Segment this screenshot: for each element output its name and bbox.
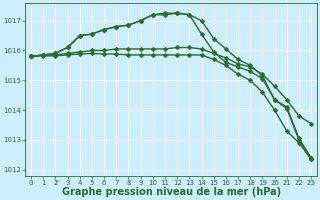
X-axis label: Graphe pression niveau de la mer (hPa): Graphe pression niveau de la mer (hPa) — [61, 187, 281, 197]
